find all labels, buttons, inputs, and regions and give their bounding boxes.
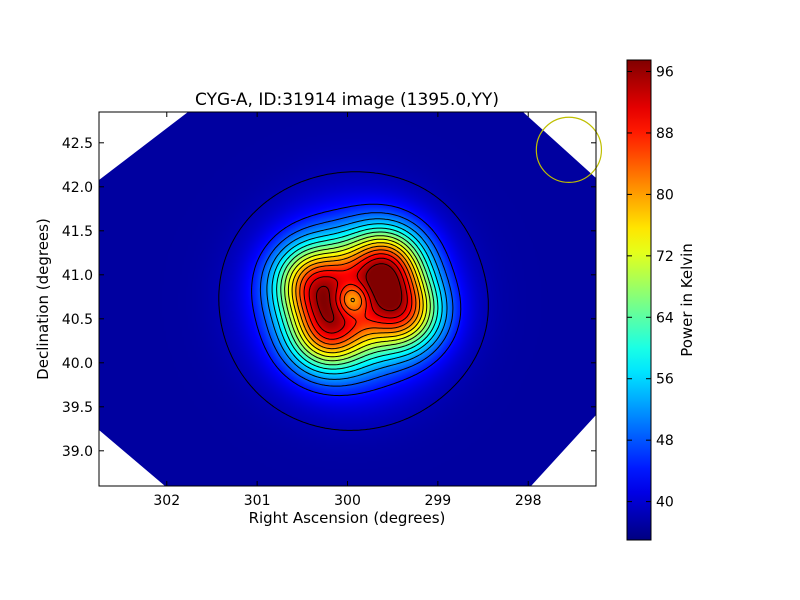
plot-area: 302 301 300 299 298 39.0 39.5 40.0 40.5 41.0 41.5… — [62, 111, 603, 509]
colorbar-label: Power in Kelvin — [678, 243, 696, 357]
y-tick-label: 39.5 — [62, 400, 93, 416]
y-tick-label: 39.0 — [62, 444, 93, 460]
contour-level — [218, 171, 489, 431]
heatmap-image — [99, 112, 596, 486]
colorbar-ticks: 40 48 56 64 72 80 88 96 — [627, 65, 674, 511]
contour-level — [287, 238, 428, 358]
colorbar-bar — [627, 60, 651, 540]
contour-level — [291, 242, 424, 354]
y-tick-label: 40.0 — [62, 356, 93, 372]
x-tick-label: 298 — [515, 493, 542, 509]
colorbar-tick-label: 88 — [656, 126, 674, 142]
colorbar-tick-label: 48 — [656, 433, 674, 449]
contour-level — [316, 263, 403, 323]
contour-level — [271, 223, 443, 375]
y-axis-label: Declination (degrees) — [34, 218, 52, 380]
contour-level — [266, 218, 448, 380]
x-tick-label: 300 — [334, 493, 361, 509]
y-tick-label: 41.5 — [62, 224, 93, 240]
x-tick-label: 301 — [244, 493, 271, 509]
x-tick-label: 302 — [153, 493, 180, 509]
contour-level — [276, 227, 439, 370]
contour-level — [284, 235, 431, 362]
contour-level — [308, 257, 408, 334]
colorbar-tick-label: 40 — [656, 495, 674, 511]
x-axis-label: Right Ascension (degrees) — [249, 509, 446, 527]
y-tick-label: 42.5 — [62, 136, 93, 152]
chart-title: CYG-A, ID:31914 image (1395.0,YY) — [195, 90, 499, 110]
contour-level — [303, 253, 413, 340]
colorbar-tick-label: 72 — [656, 249, 674, 265]
contour-lines — [218, 171, 489, 431]
colorbar: 40 48 56 64 72 80 88 96 Power in Kelvin — [626, 59, 696, 541]
colorbar-tick-label: 80 — [656, 187, 674, 203]
contour-level — [299, 249, 417, 345]
colorbar-tick-label: 56 — [656, 372, 674, 388]
y-axis-ticks: 39.0 39.5 40.0 40.5 41.0 41.5 42.0 42.5 — [62, 136, 596, 460]
colorbar-tick-label: 64 — [656, 310, 674, 326]
contour-level — [251, 203, 462, 397]
y-tick-label: 41.0 — [62, 268, 93, 284]
colorbar-frame — [626, 59, 652, 541]
beam-marker — [535, 116, 603, 184]
contour-level — [259, 212, 454, 387]
y-tick-label: 42.0 — [62, 180, 93, 196]
x-tick-label: 299 — [424, 493, 451, 509]
contour-level — [295, 245, 421, 350]
x-axis-ticks: 302 301 300 299 298 — [153, 112, 542, 509]
y-tick-label: 40.5 — [62, 312, 93, 328]
contour-level — [280, 231, 435, 366]
colorbar-tick-label: 96 — [656, 65, 674, 81]
